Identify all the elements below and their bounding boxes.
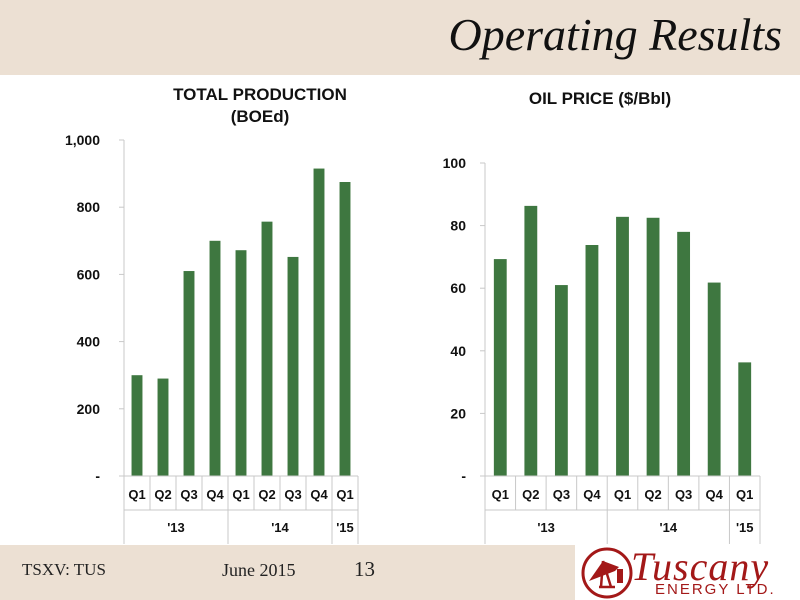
chart-2-bar xyxy=(738,362,752,476)
chart-1-y-tick-label: 400 xyxy=(77,334,101,350)
chart-1-bar xyxy=(339,182,351,476)
chart-2-x-tick-label: Q4 xyxy=(583,487,601,502)
chart-2-y-tick-label: 20 xyxy=(450,405,466,421)
chart-1-x-tick-label: Q2 xyxy=(154,487,171,502)
chart-1-x-tick-label: Q1 xyxy=(128,487,145,502)
chart-2-y-tick-label: 80 xyxy=(450,218,466,234)
chart-1-x-tick-label: Q4 xyxy=(206,487,224,502)
chart-2-y-tick-label: 100 xyxy=(443,155,467,171)
chart-1-title-block: TOTAL PRODUCTION (BOEd) xyxy=(120,84,400,128)
chart-2-bar xyxy=(493,259,507,476)
footer-ticker: TSXV: TUS xyxy=(22,560,106,579)
logo-subtext: ENERGY LTD. xyxy=(655,581,776,598)
company-logo: Tuscany ENERGY LTD. xyxy=(575,544,800,600)
chart-1-bar xyxy=(261,221,273,476)
chart-2-x-tick-label: Q2 xyxy=(644,487,661,502)
page-title: Operating Results xyxy=(448,9,782,60)
chart-1-x-tick-label: Q3 xyxy=(180,487,197,502)
chart-1-subtitle: (BOEd) xyxy=(230,107,290,126)
chart-1-title: TOTAL PRODUCTION xyxy=(173,85,347,104)
chart-2-bar xyxy=(554,285,568,476)
chart-2-bar xyxy=(646,217,660,476)
chart-2-x-tick-label: Q1 xyxy=(492,487,509,502)
chart-1-bar xyxy=(235,250,247,476)
chart-1-y-tick-label: 600 xyxy=(77,266,101,282)
chart-2-title: OIL PRICE ($/Bbl) xyxy=(528,89,672,108)
chart-1-y-tick-label: 200 xyxy=(77,401,101,417)
chart-2-y-tick-label: 40 xyxy=(450,343,466,359)
oil-derrick-icon xyxy=(581,547,633,599)
chart-1-y-tick-label: - xyxy=(95,468,100,484)
chart-1-bar xyxy=(313,168,325,476)
chart-1-x-tick-label: Q2 xyxy=(258,487,275,502)
chart-1-bar xyxy=(131,375,143,476)
chart-1-group-label: '13 xyxy=(167,520,185,535)
chart-2-x-tick-label: Q1 xyxy=(736,487,753,502)
chart-1-bar xyxy=(209,240,221,476)
chart-1-bar xyxy=(287,256,299,476)
chart-2-x-tick-label: Q4 xyxy=(705,487,723,502)
chart-1-group-label: '15 xyxy=(336,520,354,535)
chart-1-x-tick-label: Q4 xyxy=(310,487,328,502)
chart-2-y-tick-label: - xyxy=(461,468,466,484)
chart-2-x-tick-label: Q3 xyxy=(675,487,692,502)
chart-2-group-label: '13 xyxy=(537,520,555,535)
chart-2-bar xyxy=(524,205,538,477)
chart-1-y-tick-label: 800 xyxy=(77,199,101,215)
chart-1-bar xyxy=(183,271,195,476)
chart-1-x-tick-label: Q3 xyxy=(284,487,301,502)
chart-2-x-tick-label: Q3 xyxy=(553,487,570,502)
chart-2-group-label: '15 xyxy=(736,520,754,535)
chart-2-bar xyxy=(616,216,629,476)
header-band: Operating Results xyxy=(0,0,800,75)
chart-1-y-tick-label: 1,000 xyxy=(65,132,100,148)
chart-1-x-tick-label: Q1 xyxy=(336,487,353,502)
chart-2-y-tick-label: 60 xyxy=(450,280,466,296)
footer-date: June 2015 xyxy=(222,560,296,580)
chart-1-x-tick-label: Q1 xyxy=(232,487,249,502)
chart-2-x-tick-label: Q1 xyxy=(614,487,631,502)
chart-1-bar xyxy=(157,378,169,476)
chart-2-bar xyxy=(707,282,721,476)
logo-wordmark: Tuscany xyxy=(631,544,770,589)
chart-2-bar xyxy=(677,231,691,476)
page-number: 13 xyxy=(354,557,375,581)
chart-2-group-label: '14 xyxy=(660,520,678,535)
chart-2-bar xyxy=(585,245,599,476)
chart-1-group-label: '14 xyxy=(271,520,289,535)
chart-2-x-tick-label: Q2 xyxy=(522,487,539,502)
